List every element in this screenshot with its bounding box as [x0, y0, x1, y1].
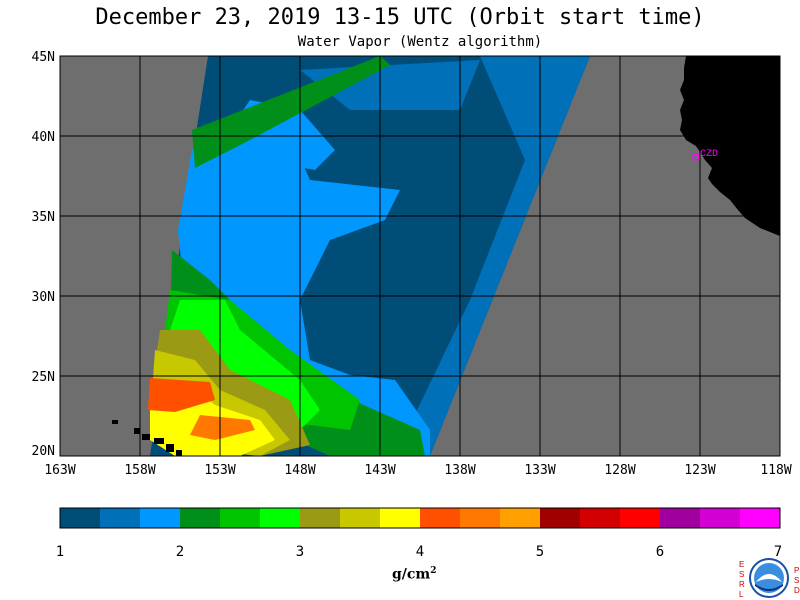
lat-label: 40N — [32, 130, 55, 145]
colorbar-swatch — [420, 508, 461, 528]
hawaiian-islands — [112, 420, 182, 456]
colorbar — [60, 508, 781, 528]
logo-letter: S — [739, 570, 744, 579]
lat-label: 20N — [32, 444, 55, 459]
colorbar-swatch — [340, 508, 381, 528]
colorbar-swatch — [740, 508, 781, 528]
lon-label: 118W — [760, 463, 791, 478]
colorbar-tick-label: 1 — [56, 544, 64, 560]
logo-letter: R — [739, 580, 745, 589]
longitude-labels: 163W 158W 153W 148W 143W 138W 133W 128W … — [44, 463, 791, 478]
colorbar-unit-base: g/cm — [392, 566, 431, 583]
colorbar-tick-label: 3 — [296, 544, 304, 560]
latitude-labels: 45N 40N 35N 30N 25N 20N — [32, 50, 55, 459]
lat-label: 35N — [32, 210, 55, 225]
colorbar-frame — [59, 507, 781, 529]
swath — [148, 56, 590, 456]
colorbar-tick-label: 6 — [656, 544, 664, 560]
noaa-esrl-psd-logo: E S R L P S D — [739, 558, 800, 599]
logo-letter: D — [794, 586, 800, 595]
swath-band-green-dark-south — [170, 250, 425, 456]
colorbar-tick-labels: 1 2 3 4 5 6 7 — [56, 544, 782, 560]
lon-label: 158W — [124, 463, 155, 478]
grid-lines — [60, 56, 780, 456]
colorbar-swatch — [180, 508, 221, 528]
colorbar-tick-label: 5 — [536, 544, 544, 560]
logo-letter: S — [794, 576, 799, 585]
colorbar-swatch — [500, 508, 541, 528]
colorbar-swatch — [300, 508, 341, 528]
swath-band-orange — [148, 378, 215, 412]
colorbar-swatch — [260, 508, 301, 528]
colorbar-swatch — [620, 508, 661, 528]
lon-label: 138W — [444, 463, 475, 478]
colorbar-swatch — [100, 508, 141, 528]
colorbar-unit-exponent: 2 — [430, 566, 437, 576]
map-title: December 23, 2019 13-15 UTC (Orbit start… — [95, 5, 705, 30]
colorbar-swatch — [580, 508, 621, 528]
lon-label: 128W — [604, 463, 635, 478]
colorbar-unit: g/cm2 — [392, 566, 437, 583]
colorbar-tick-label: 7 — [774, 544, 782, 560]
swath-band-green-dark — [192, 56, 390, 168]
lat-label: 25N — [32, 370, 55, 385]
colorbar-tick-label: 4 — [416, 544, 424, 560]
land-california — [680, 56, 780, 236]
map-frame — [59, 55, 781, 457]
logo-letter: P — [794, 566, 799, 575]
swath-band-orange-b — [190, 415, 255, 440]
lon-label: 163W — [44, 463, 75, 478]
lon-label: 123W — [684, 463, 715, 478]
noaa-gull-icon — [756, 574, 782, 582]
colorbar-swatch — [660, 508, 701, 528]
colorbar-swatch — [460, 508, 501, 528]
lat-label: 45N — [32, 50, 55, 65]
colorbar-swatch — [700, 508, 741, 528]
colorbar-swatch — [140, 508, 181, 528]
lon-label: 133W — [524, 463, 555, 478]
colorbar-swatch — [540, 508, 581, 528]
logo-letter: L — [739, 590, 744, 599]
logo-letter: E — [739, 560, 744, 569]
map-subtitle: Water Vapor (Wentz algorithm) — [297, 34, 543, 50]
lon-label: 153W — [204, 463, 235, 478]
lon-label: 143W — [364, 463, 395, 478]
site-marker-icon — [692, 153, 700, 161]
site-marker-label: CZD — [700, 149, 718, 160]
colorbar-swatch — [220, 508, 261, 528]
colorbar-tick-label: 2 — [176, 544, 184, 560]
swath-band-mid-blue-east — [395, 56, 590, 456]
colorbar-swatch — [60, 508, 101, 528]
colorbar-swatch — [380, 508, 421, 528]
noaa-wave-icon — [755, 584, 783, 591]
lat-label: 30N — [32, 290, 55, 305]
lon-label: 148W — [284, 463, 315, 478]
